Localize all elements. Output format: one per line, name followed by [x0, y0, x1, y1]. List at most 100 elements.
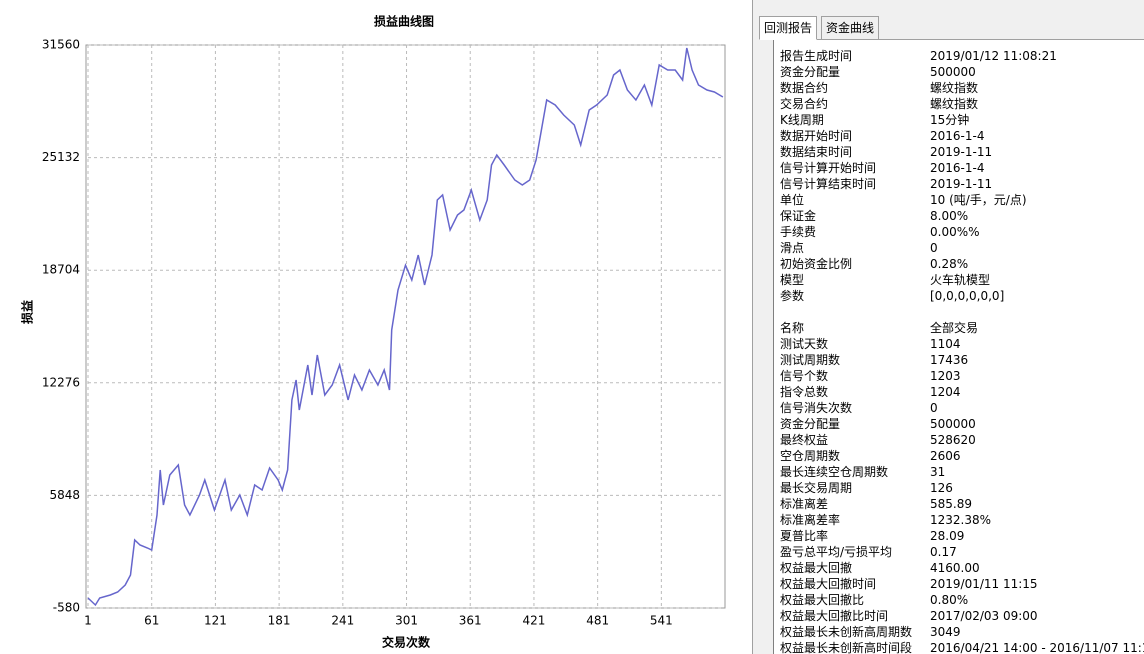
- report-label: 初始资金比例: [780, 257, 853, 271]
- report-label: 标准离差: [780, 497, 829, 511]
- report-label: 滑点: [780, 241, 805, 255]
- report-label: 名称: [780, 321, 805, 335]
- y-tick-label: 18704: [42, 263, 80, 277]
- report-label: 最长交易周期: [780, 481, 853, 495]
- report-label: 数据合约: [780, 81, 829, 95]
- report-value: 0.17: [930, 545, 957, 559]
- report-value: 2019/01/12 11:08:21: [930, 49, 1057, 63]
- report-value: 528620: [930, 433, 976, 447]
- report-label: K线周期: [780, 113, 824, 127]
- report-label: 模型: [780, 273, 805, 287]
- plot-frame: [85, 44, 726, 609]
- report-label: 权益最大回撤时间: [780, 577, 877, 591]
- report-label: 盈亏总平均/亏损平均: [780, 545, 893, 559]
- report-value: 全部交易: [930, 321, 979, 335]
- report-label: 测试周期数: [780, 353, 841, 367]
- report-label: 权益最大回撤比时间: [780, 609, 889, 623]
- report-value: 500000: [930, 417, 976, 431]
- x-tick-label: 241: [331, 614, 354, 628]
- report-label: 权益最大回撤: [780, 561, 853, 575]
- series-line: [87, 47, 724, 607]
- report-label: 数据开始时间: [780, 129, 853, 143]
- report-value: 2016-1-4: [930, 161, 985, 175]
- x-tick-label: 61: [144, 614, 159, 628]
- x-tick-label: 181: [268, 614, 291, 628]
- report-value: 0: [930, 241, 938, 255]
- report-value: 2019-1-11: [930, 145, 993, 159]
- x-tick-label: 121: [204, 614, 227, 628]
- tab[interactable]: 资金曲线: [821, 16, 880, 40]
- report-label: 测试天数: [780, 337, 829, 351]
- y-tick-label: 25132: [42, 150, 80, 164]
- y-tick-label: 31560: [42, 38, 80, 52]
- x-tick-label: 361: [459, 614, 482, 628]
- report-value: 1204: [930, 385, 961, 399]
- report-label: 信号消失次数: [780, 401, 853, 415]
- report-value: 1203: [930, 369, 961, 383]
- report-label: 资金分配量: [780, 65, 841, 79]
- report-label: 空仓周期数: [780, 449, 841, 463]
- report-value: 2016/04/21 14:00 - 2016/11/07 11:15: [930, 641, 1144, 654]
- report-value: 螺纹指数: [930, 81, 979, 95]
- y-tick-label: -580: [53, 601, 80, 615]
- x-tick-label: 421: [522, 614, 545, 628]
- report-value: 28.09: [930, 529, 965, 543]
- report-value: 0: [930, 401, 938, 415]
- report-label: 报告生成时间: [780, 49, 853, 63]
- report-value: 31: [930, 465, 946, 479]
- report-label: 信号计算开始时间: [780, 161, 877, 175]
- report-label: 权益最长未创新高周期数: [780, 625, 913, 639]
- report-value: 3049: [930, 625, 961, 639]
- report-label: 权益最长未创新高时间段: [780, 641, 913, 654]
- report-label: 信号计算结束时间: [780, 177, 877, 191]
- tab[interactable]: 回测报告: [759, 16, 818, 40]
- report-label: 最长连续空仓周期数: [780, 465, 889, 479]
- x-tick-label: 1: [84, 614, 92, 628]
- report-label: 标准离差率: [780, 513, 841, 527]
- report-value: 585.89: [930, 497, 972, 511]
- report-label: 指令总数: [780, 385, 829, 399]
- report-label: 资金分配量: [780, 417, 841, 431]
- report-label: 参数: [780, 289, 805, 303]
- report-value: 2606: [930, 449, 961, 463]
- x-axis-label: 交易次数: [382, 635, 431, 650]
- report-value: 0.28%: [930, 257, 969, 271]
- report-label: 手续费: [780, 225, 817, 239]
- report-label: 权益最大回撤比: [780, 593, 865, 607]
- y-tick-label: 5848: [49, 488, 80, 502]
- report-value: 500000: [930, 65, 976, 79]
- report-label: 数据结束时间: [780, 145, 853, 159]
- report-label: 夏普比率: [780, 529, 829, 543]
- report-label: 最终权益: [780, 433, 829, 447]
- report-panel: 回测报告 资金曲线 报告生成时间 2019/01/12 11:08:21 资金分配量…: [752, 0, 1144, 654]
- report-value: 火车轨模型: [930, 273, 991, 287]
- report-value: 10 (吨/手，元/点): [930, 193, 1027, 207]
- report-value: 15分钟: [930, 113, 970, 127]
- report-value: 126: [930, 481, 953, 495]
- chart: 损益曲线图 交易次数 损益 -580 5848 12276 18704 25132 315…: [20, 14, 726, 650]
- report-value: 2019/01/11 11:15: [930, 577, 1038, 591]
- y-tick-label: 12276: [42, 375, 80, 389]
- report-label: 单位: [780, 193, 805, 207]
- report-value: 1104: [930, 337, 961, 351]
- report-value: 2019-1-11: [930, 177, 993, 191]
- report-label: 信号个数: [780, 369, 829, 383]
- report-table: 报告生成时间 2019/01/12 11:08:21 资金分配量 500000 数据合约…: [773, 39, 1144, 654]
- report-label: 保证金: [780, 209, 817, 223]
- report-value: 17436: [930, 353, 969, 367]
- report-value: 0.80%: [930, 593, 969, 607]
- report-value: 2016-1-4: [930, 129, 985, 143]
- report-value: 0.00%%: [930, 225, 980, 239]
- report-value: 4160.00: [930, 561, 980, 575]
- chart-title: 损益曲线图: [374, 14, 434, 29]
- x-tick-label: 541: [650, 614, 673, 628]
- report-value: 螺纹指数: [930, 97, 979, 111]
- report-value: 1232.38%: [930, 513, 992, 527]
- report-label: 交易合约: [780, 97, 829, 111]
- report-value: 2017/02/03 09:00: [930, 609, 1038, 623]
- x-tick-label: 481: [586, 614, 609, 628]
- y-axis-label: 损益: [20, 300, 35, 324]
- x-tick-label: 301: [395, 614, 418, 628]
- report-value: 8.00%: [930, 209, 969, 223]
